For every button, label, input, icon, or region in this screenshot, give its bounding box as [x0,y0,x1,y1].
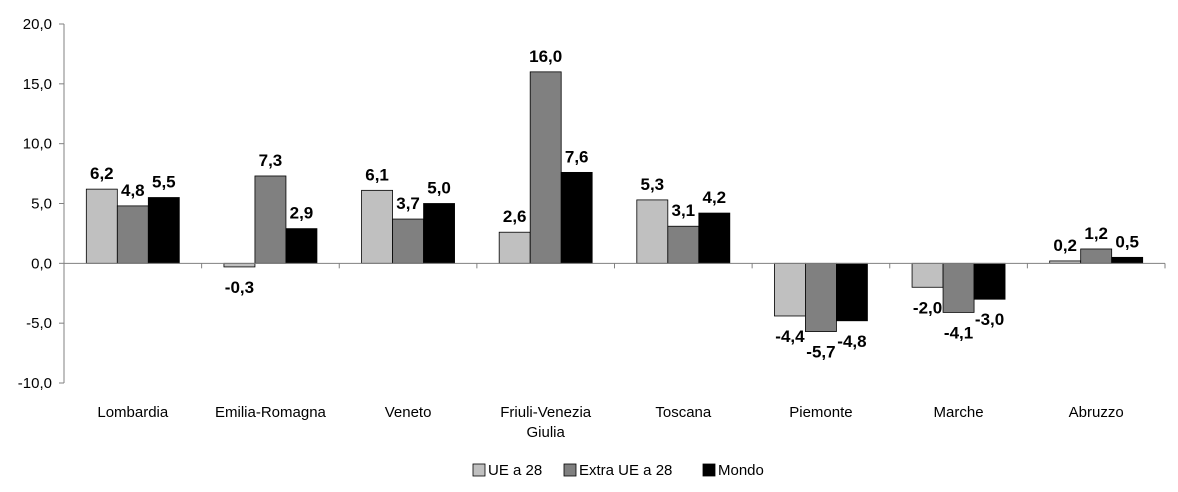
x-category-label: Veneto [385,404,432,421]
data-label: -5,7 [806,343,835,362]
bar-mondo-piemonte [836,262,868,322]
data-label: 0,2 [1053,236,1077,255]
data-label: 1,2 [1084,224,1108,243]
data-labels: 6,2 4,8 5,5 -0,3 7,3 2,9 6,1 3,7 5,0 2,6 16,0 7,6 5,… [90,47,1139,362]
data-label: 3,7 [396,194,420,213]
y-tick-label: 0,0 [31,255,52,272]
data-label: 0,5 [1115,232,1139,251]
data-label: 7,6 [565,147,589,166]
y-tick-label: -10,0 [18,375,52,392]
x-category-label: Lombardia [97,404,169,421]
bar-extra-ue-a-28-veneto [392,218,424,264]
bar-ue-a-28-lombardia [85,188,118,264]
bar-extra-ue-a-28-friuli-venezia-giulia [529,71,562,264]
x-category-label: Piemonte [789,404,852,421]
legend-swatch [563,463,577,477]
bar-mondo-emilia-romagna [285,228,318,264]
x-category-label: Emilia-Romagna [215,404,327,421]
bar-ue-a-28-emilia-romagna [223,262,256,268]
y-tick-label: 5,0 [31,196,52,213]
bars [85,71,1144,332]
bar-mondo-marche [973,262,1006,300]
legend-swatch [702,463,716,477]
bar-mondo-veneto [423,203,455,264]
y-tick-label: 10,0 [23,136,52,153]
legend-item: Mondo [702,462,764,479]
data-label: 6,2 [90,164,114,183]
data-label: 6,1 [365,165,389,184]
data-label: 5,5 [152,173,176,192]
data-label: 3,1 [671,201,695,220]
data-label: -4,4 [775,327,805,346]
data-label: 4,8 [121,181,145,200]
bar-extra-ue-a-28-toscana [667,225,700,264]
data-label: -0,3 [225,278,254,297]
legend: UE a 28 Extra UE a 28 Mondo [472,462,764,479]
y-axis: -10,0 -5,0 0,0 5,0 10,0 15,0 20,0 [18,16,65,392]
data-label: -2,0 [913,298,942,317]
bar-extra-ue-a-28-piemonte [805,262,837,332]
legend-swatch [472,463,486,477]
data-label: 2,9 [290,204,314,223]
data-label: 5,3 [640,175,664,194]
bar-extra-ue-a-28-abruzzo [1080,248,1113,264]
data-label: -3,0 [975,310,1004,329]
legend-item: Extra UE a 28 [563,462,672,479]
bar-ue-a-28-veneto [361,189,393,264]
x-category-label: Toscana [655,404,712,421]
data-label: -4,8 [837,332,866,351]
legend-label: UE a 28 [488,462,542,479]
bar-ue-a-28-toscana [636,199,669,264]
bar-mondo-friuli-venezia-giulia [560,171,593,264]
bar-ue-a-28-marche [911,262,944,288]
x-category-label: Friuli-Venezia Giulia [500,404,592,441]
legend-label: Mondo [718,462,764,479]
data-label: 5,0 [427,179,451,198]
bar-extra-ue-a-28-emilia-romagna [254,175,287,264]
bar-extra-ue-a-28-marche [942,262,975,313]
x-category-label: Marche [934,404,984,421]
x-category-label: Abruzzo [1069,404,1124,421]
bar-mondo-abruzzo [1111,256,1144,264]
bar-mondo-toscana [698,212,731,264]
bar-extra-ue-a-28-lombardia [116,205,149,264]
bar-ue-a-28-piemonte [774,262,806,317]
bar-mondo-lombardia [147,197,180,264]
data-label: 7,3 [259,151,283,170]
x-axis: Lombardia Emilia-Romagna Veneto Friuli-Vene… [63,262,1166,441]
data-label: -4,1 [944,323,973,342]
bar-ue-a-28-friuli-venezia-giulia [498,231,531,264]
legend-item: UE a 28 [472,462,542,479]
data-label: 4,2 [702,188,726,207]
legend-label: Extra UE a 28 [579,462,672,479]
data-label: 16,0 [529,47,562,66]
data-label: 2,6 [503,207,527,226]
y-tick-label: 20,0 [23,16,52,33]
y-tick-label: -5,0 [26,315,52,332]
y-tick-label: 15,0 [23,76,52,93]
